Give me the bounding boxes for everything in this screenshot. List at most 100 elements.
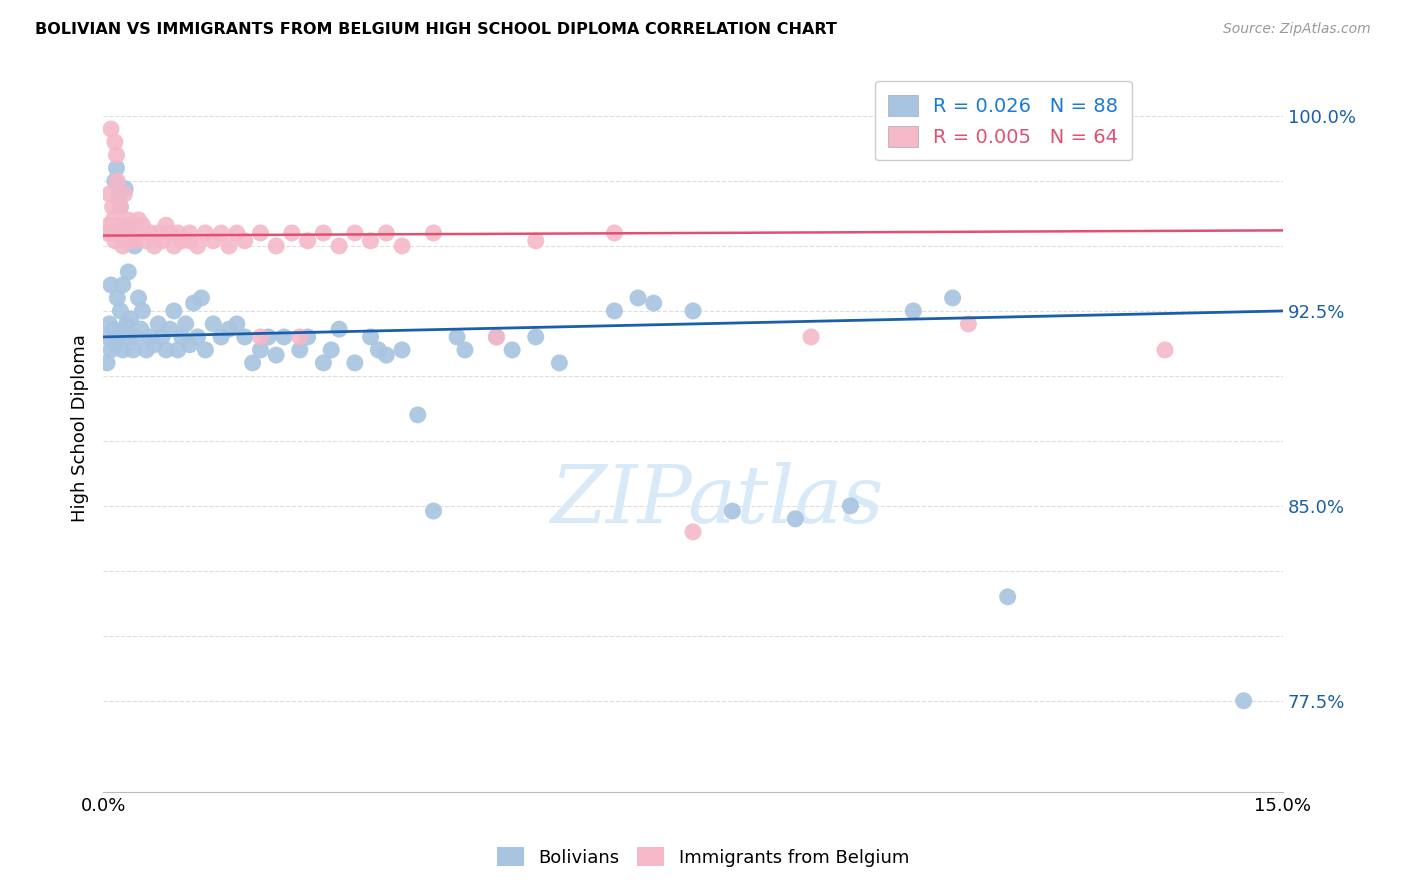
Point [143,239,166,253]
Legend: R = 0.026   N = 88, R = 0.005   N = 64: R = 0.026 N = 88, R = 0.005 N = 64 [875,81,1132,161]
Point [115,317,138,331]
Point [103,213,125,227]
Point [202,317,225,331]
Point [839,499,862,513]
Point [117,265,139,279]
Point [328,322,350,336]
Point [391,239,413,253]
Point [104,135,127,149]
Point [110,200,132,214]
Point [108,186,131,201]
Point [96,330,118,344]
Point [183,296,205,310]
Point [218,239,240,253]
Point [218,322,240,336]
Point [120,311,142,326]
Point [721,504,744,518]
Point [957,317,980,331]
Point [249,330,271,344]
Point [150,234,173,248]
Point [524,234,547,248]
Point [225,317,247,331]
Point [375,348,398,362]
Point [209,330,232,344]
Point [111,277,134,292]
Point [264,348,287,362]
Point [422,226,444,240]
Point [242,356,264,370]
Point [524,330,547,344]
Point [112,186,135,201]
Y-axis label: High School Diploma: High School Diploma [72,334,89,522]
Point [114,182,136,196]
Point [101,226,124,240]
Point [288,343,311,357]
Point [202,234,225,248]
Point [281,226,304,240]
Point [104,174,127,188]
Point [135,343,157,357]
Point [1233,694,1256,708]
Point [249,226,271,240]
Point [124,234,146,248]
Point [96,226,118,240]
Point [1154,343,1177,357]
Point [105,148,128,162]
Point [135,234,157,248]
Point [111,239,134,253]
Point [391,343,413,357]
Point [312,356,335,370]
Point [104,337,127,351]
Point [122,343,145,357]
Point [114,226,136,240]
Point [148,317,170,331]
Point [110,200,132,214]
Point [117,330,139,344]
Point [105,291,128,305]
Point [174,317,197,331]
Point [101,200,124,214]
Point [785,512,807,526]
Point [159,226,181,240]
Point [312,226,335,240]
Point [186,239,208,253]
Point [233,234,256,248]
Point [131,218,153,232]
Point [209,226,232,240]
Text: BOLIVIAN VS IMMIGRANTS FROM BELGIUM HIGH SCHOOL DIPLOMA CORRELATION CHART: BOLIVIAN VS IMMIGRANTS FROM BELGIUM HIGH… [35,22,837,37]
Legend: Bolivians, Immigrants from Belgium: Bolivians, Immigrants from Belgium [489,840,917,874]
Point [150,330,173,344]
Point [603,304,626,318]
Point [108,218,131,232]
Point [194,226,217,240]
Point [273,330,295,344]
Point [96,356,118,370]
Point [548,356,571,370]
Text: ZIPatlas: ZIPatlas [550,462,883,540]
Point [155,218,177,232]
Point [179,234,201,248]
Point [163,239,186,253]
Point [124,239,146,253]
Point [148,226,170,240]
Point [264,239,287,253]
Point [297,330,319,344]
Point [105,174,128,188]
Point [100,277,122,292]
Point [643,296,665,310]
Point [125,226,148,240]
Point [170,234,193,248]
Point [98,317,121,331]
Point [406,408,429,422]
Point [97,218,120,232]
Point [166,226,188,240]
Point [190,291,212,305]
Point [297,234,319,248]
Point [111,343,134,357]
Point [128,291,150,305]
Point [110,304,132,318]
Point [454,343,477,357]
Point [367,343,389,357]
Point [125,330,148,344]
Point [446,330,468,344]
